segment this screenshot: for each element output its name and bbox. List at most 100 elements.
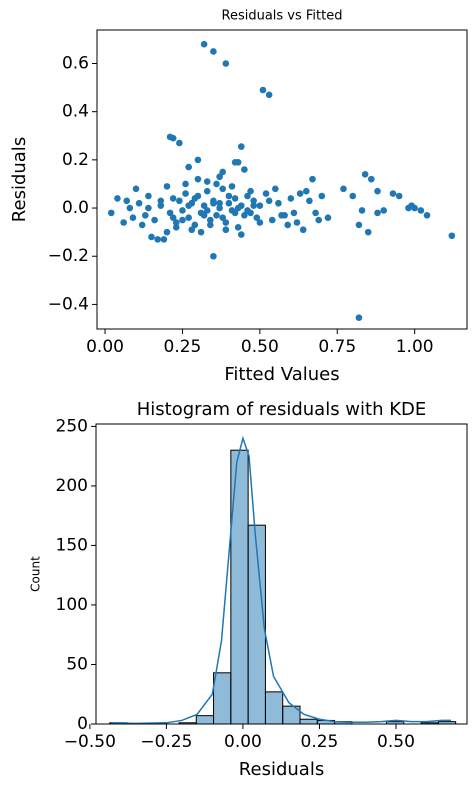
point bbox=[120, 219, 127, 226]
point bbox=[213, 180, 220, 188]
point bbox=[210, 252, 217, 260]
x-tick-label: 0.75 bbox=[318, 337, 356, 357]
point bbox=[395, 192, 403, 200]
point bbox=[234, 158, 242, 166]
point bbox=[182, 190, 189, 197]
point bbox=[176, 197, 183, 205]
point bbox=[222, 219, 230, 226]
y-tick-label: 250 bbox=[56, 416, 88, 436]
y-axis-label: Residuals bbox=[9, 137, 30, 222]
x-tick-label: 0.25 bbox=[164, 337, 202, 357]
point bbox=[185, 202, 192, 209]
point bbox=[210, 48, 217, 55]
point bbox=[145, 204, 152, 212]
y-tick-label: 0.6 bbox=[62, 53, 89, 73]
point bbox=[275, 199, 282, 207]
point bbox=[380, 207, 388, 214]
point bbox=[244, 207, 251, 214]
chart-title: Residuals vs Fitted bbox=[222, 9, 343, 24]
point bbox=[318, 192, 326, 200]
bar bbox=[213, 672, 232, 725]
y-tick-label: 200 bbox=[56, 476, 88, 496]
point bbox=[225, 192, 233, 200]
x-tick-label: 0.00 bbox=[224, 732, 262, 752]
point bbox=[126, 204, 134, 212]
point bbox=[200, 202, 208, 209]
point bbox=[355, 221, 363, 229]
point bbox=[299, 226, 307, 234]
point bbox=[222, 60, 230, 67]
point bbox=[182, 180, 189, 188]
point bbox=[244, 192, 251, 200]
point bbox=[172, 219, 180, 226]
point bbox=[303, 187, 310, 195]
point bbox=[194, 156, 202, 164]
x-axis-label: Residuals bbox=[239, 759, 324, 780]
point bbox=[203, 207, 211, 214]
point bbox=[207, 221, 214, 229]
point bbox=[157, 197, 165, 205]
point bbox=[256, 219, 264, 226]
point bbox=[222, 226, 230, 234]
point bbox=[169, 195, 177, 202]
x-tick-label: 0.50 bbox=[241, 337, 279, 357]
bar bbox=[230, 449, 249, 725]
point bbox=[296, 190, 304, 197]
point bbox=[278, 211, 285, 219]
point bbox=[154, 236, 161, 243]
point bbox=[179, 207, 186, 214]
x-tick-label: 1.00 bbox=[396, 337, 434, 357]
point bbox=[188, 226, 196, 234]
point bbox=[259, 86, 267, 94]
point bbox=[207, 216, 214, 224]
point bbox=[355, 314, 363, 321]
point bbox=[191, 221, 199, 229]
point bbox=[219, 185, 227, 193]
point bbox=[138, 221, 146, 229]
x-tick-label: 0.25 bbox=[301, 732, 339, 752]
point bbox=[265, 197, 273, 205]
point bbox=[216, 199, 223, 207]
point bbox=[132, 185, 140, 193]
point bbox=[417, 207, 425, 214]
point bbox=[172, 224, 180, 231]
x-tick-label: −0.50 bbox=[64, 732, 116, 752]
point bbox=[197, 228, 205, 236]
point bbox=[287, 195, 295, 202]
point bbox=[231, 195, 239, 202]
chart-title: Histogram of residuals with KDE bbox=[137, 399, 427, 420]
point bbox=[315, 216, 322, 224]
point bbox=[306, 197, 313, 205]
point bbox=[203, 178, 211, 185]
point bbox=[200, 40, 208, 48]
point bbox=[203, 187, 211, 195]
point bbox=[284, 221, 292, 229]
y-tick-label: 0.0 bbox=[62, 198, 89, 218]
point bbox=[185, 163, 192, 171]
point bbox=[225, 199, 233, 207]
point bbox=[309, 175, 316, 183]
point bbox=[210, 199, 217, 207]
point bbox=[194, 175, 202, 183]
point bbox=[389, 190, 397, 197]
y-tick-label: −0.4 bbox=[48, 294, 89, 314]
axes-frame bbox=[95, 423, 468, 725]
point bbox=[145, 192, 152, 200]
point bbox=[250, 197, 257, 205]
y-tick-label: 0.2 bbox=[62, 150, 89, 170]
point bbox=[114, 195, 121, 202]
point bbox=[163, 228, 171, 236]
point bbox=[268, 216, 276, 224]
point bbox=[423, 211, 431, 219]
point bbox=[163, 183, 171, 190]
point bbox=[408, 202, 415, 209]
point bbox=[169, 134, 177, 142]
point bbox=[448, 232, 456, 240]
point bbox=[250, 202, 257, 209]
x-tick-label: 0.50 bbox=[377, 732, 415, 752]
point bbox=[166, 209, 174, 217]
point bbox=[262, 190, 270, 197]
x-tick-label: 0.00 bbox=[86, 337, 124, 357]
point bbox=[374, 209, 381, 217]
